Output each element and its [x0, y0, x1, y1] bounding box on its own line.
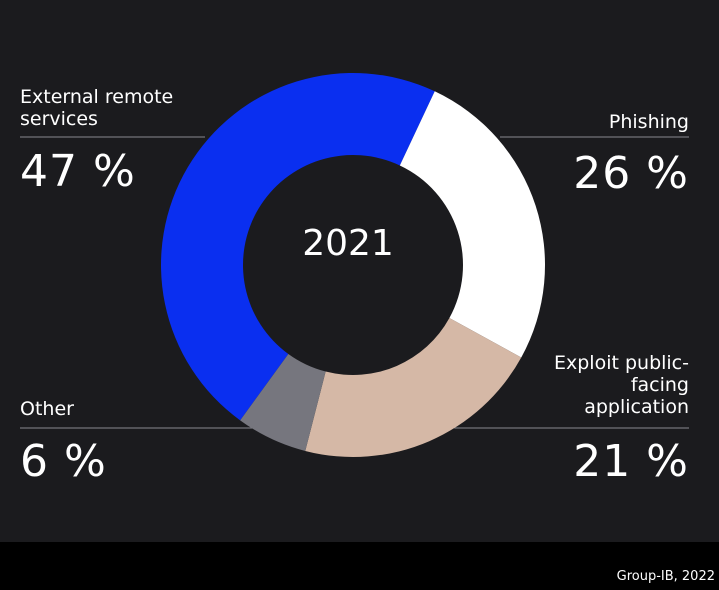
- value-exploit-public-facing-application: 21 %: [573, 436, 689, 487]
- chart-panel: External remote services 47 % Phishing 2…: [0, 0, 719, 542]
- value-other: 6 %: [20, 436, 107, 487]
- value-phishing: 26 %: [573, 148, 689, 199]
- label-external-remote-services: External remote services: [20, 86, 174, 130]
- leader-line-exploit-public-facing-application: [439, 422, 689, 429]
- value-external-remote-services: 47 %: [20, 146, 136, 197]
- slice-phishing: [399, 91, 545, 358]
- label-exploit-public-facing-application: Exploit public-facing application: [553, 352, 689, 418]
- center-year-label: 2021: [302, 223, 394, 264]
- slice-exploit-public-facing-application: [305, 317, 522, 457]
- donut-slices: [160, 72, 545, 457]
- label-other: Other: [20, 398, 74, 420]
- leader-line-other: [20, 419, 273, 429]
- donut-chart: [20, 72, 689, 457]
- slice-external-remote-services: [160, 72, 435, 421]
- label-phishing: Phishing: [608, 111, 689, 133]
- source-credit: Group-IB, 2022: [616, 569, 715, 584]
- slice-other: [240, 353, 326, 451]
